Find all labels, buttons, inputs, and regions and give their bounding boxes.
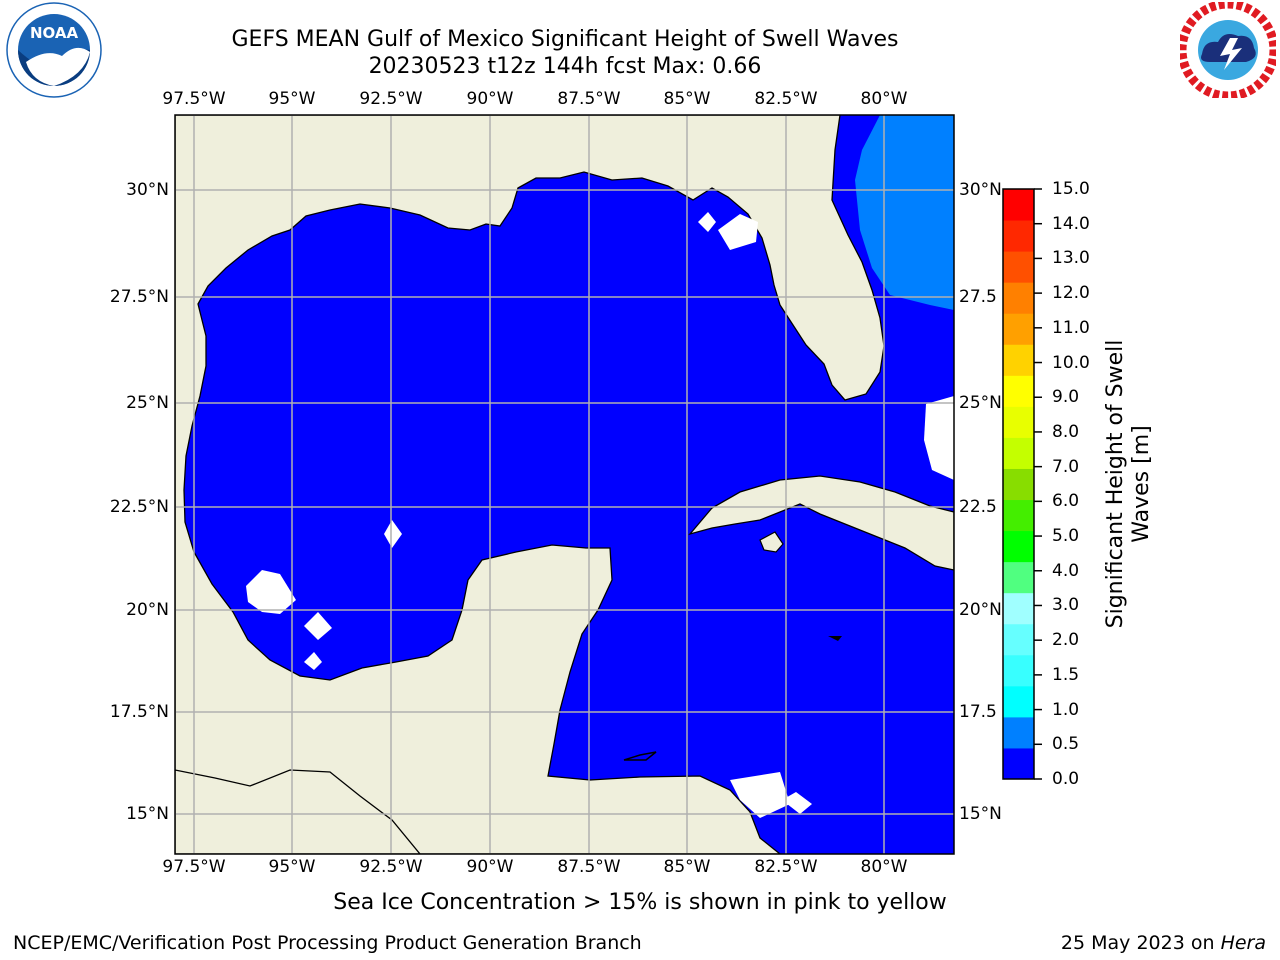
masked-area bbox=[698, 212, 716, 232]
lon-label-bottom: 82.5°W bbox=[754, 857, 818, 877]
lat-label-right: 17.5 bbox=[959, 702, 997, 722]
colorbar-swatch bbox=[1003, 716, 1034, 749]
colorbar-tick-label: 13.0 bbox=[1052, 248, 1090, 269]
cayman-islands bbox=[828, 636, 842, 641]
lon-label-bottom: 85°W bbox=[663, 857, 711, 877]
colorbar-label: Significant Height of Swell Waves [m] bbox=[1103, 339, 1154, 629]
lat-label-right: 30°N bbox=[959, 180, 1002, 200]
lat-label-right: 20°N bbox=[959, 600, 1002, 620]
masked-area bbox=[246, 570, 296, 614]
colorbar-swatch bbox=[1003, 189, 1034, 221]
svg-text:NOAA: NOAA bbox=[30, 24, 79, 42]
footer-date: 25 May 2023 on Hera bbox=[1060, 932, 1266, 954]
bay-islands bbox=[623, 751, 657, 761]
lon-label-top: 95°W bbox=[268, 89, 316, 109]
lon-label-bottom: 97.5°W bbox=[162, 857, 226, 877]
colorbar-tick-label: 9.0 bbox=[1052, 387, 1080, 408]
lon-label-top: 85°W bbox=[663, 89, 711, 109]
colorbar-tick-label: 6.0 bbox=[1052, 491, 1080, 512]
mainland-north-america bbox=[175, 115, 885, 854]
lat-label-left: 27.5°N bbox=[109, 287, 169, 307]
lat-label-left: 25°N bbox=[126, 393, 169, 413]
masked-area bbox=[304, 612, 332, 640]
lon-label-bottom: 80°W bbox=[860, 857, 908, 877]
colorbar-tick-label: 3.0 bbox=[1052, 595, 1080, 616]
colorbar-swatch bbox=[1003, 251, 1034, 283]
colorbar-swatch bbox=[1003, 530, 1034, 563]
lon-label-top: 92.5°W bbox=[359, 89, 423, 109]
colorbar-tick-label: 1.5 bbox=[1052, 664, 1080, 685]
colorbar-tick-label: 10.0 bbox=[1052, 352, 1090, 373]
colorbar-swatch bbox=[1003, 592, 1034, 625]
nws-logo-icon bbox=[1180, 2, 1276, 98]
lon-label-top: 90°W bbox=[466, 89, 514, 109]
lat-label-left: 15°N bbox=[126, 804, 169, 824]
colorbar-tick-label: 4.0 bbox=[1052, 560, 1080, 581]
lon-label-bottom: 92.5°W bbox=[359, 857, 423, 877]
noaa-logo-icon: NOAA bbox=[6, 2, 102, 98]
central-america-west bbox=[175, 769, 421, 854]
colorbar-tick-label: 0.0 bbox=[1052, 769, 1080, 789]
masked-area bbox=[730, 772, 790, 818]
masked-area bbox=[304, 652, 322, 670]
lon-label-bottom: 95°W bbox=[268, 857, 316, 877]
colorbar-swatch bbox=[1003, 406, 1034, 438]
colorbar-swatch bbox=[1003, 623, 1034, 656]
lat-label-right: 27.5 bbox=[959, 287, 997, 307]
footer-credit: NCEP/EMC/Verification Post Processing Pr… bbox=[13, 932, 642, 954]
lon-label-bottom: 87.5°W bbox=[557, 857, 621, 877]
colorbar-swatch bbox=[1003, 654, 1034, 687]
sea-ice-note: Sea Ice Concentration > 15% is shown in … bbox=[333, 890, 947, 915]
colorbar-swatch bbox=[1003, 220, 1034, 252]
colorbar bbox=[1002, 188, 1042, 780]
colorbar-swatch bbox=[1003, 313, 1034, 345]
isla-de-la-juventud bbox=[759, 531, 784, 553]
lat-label-right: 25°N bbox=[959, 393, 1002, 413]
colorbar-swatch bbox=[1003, 282, 1034, 314]
colorbar-tick-label: 5.0 bbox=[1052, 526, 1080, 547]
colorbar-tick-label: 0.5 bbox=[1052, 734, 1080, 755]
lon-label-bottom: 90°W bbox=[466, 857, 514, 877]
colorbar-tick-label: 11.0 bbox=[1052, 317, 1090, 338]
colorbar-tick-label: 14.0 bbox=[1052, 213, 1090, 234]
masked-area bbox=[924, 396, 954, 480]
lon-label-top: 80°W bbox=[860, 89, 908, 109]
colorbar-swatch bbox=[1003, 561, 1034, 594]
colorbar-tick-label: 15.0 bbox=[1052, 179, 1090, 199]
swell-region bbox=[855, 115, 954, 310]
lat-label-right: 15°N bbox=[959, 804, 1002, 824]
colorbar-tick-label: 8.0 bbox=[1052, 421, 1080, 442]
cuba bbox=[688, 475, 954, 571]
chart-subtitle: 20230523 t12z 144h fcst Max: 0.66 bbox=[368, 54, 762, 79]
graticule bbox=[175, 115, 954, 854]
lat-label-left: 22.5°N bbox=[109, 497, 169, 517]
colorbar-swatch bbox=[1003, 468, 1034, 501]
masked-area bbox=[718, 214, 758, 250]
lat-label-left: 30°N bbox=[126, 180, 169, 200]
masked-area bbox=[782, 792, 812, 814]
masked-area bbox=[384, 520, 402, 548]
colorbar-tick-label: 1.0 bbox=[1052, 699, 1080, 720]
colorbar-tick-label: 7.0 bbox=[1052, 456, 1080, 477]
lon-label-top: 82.5°W bbox=[754, 89, 818, 109]
chart-title: GEFS MEAN Gulf of Mexico Significant Hei… bbox=[231, 27, 899, 52]
colorbar-swatch bbox=[1003, 747, 1034, 780]
lon-label-top: 87.5°W bbox=[557, 89, 621, 109]
colorbar-swatch bbox=[1003, 499, 1034, 532]
lon-label-top: 97.5°W bbox=[162, 89, 226, 109]
map-frame bbox=[174, 114, 955, 855]
colorbar-tick-label: 2.0 bbox=[1052, 630, 1080, 651]
lat-label-right: 22.5 bbox=[959, 497, 997, 517]
lat-label-left: 20°N bbox=[126, 600, 169, 620]
colorbar-swatch bbox=[1003, 344, 1034, 376]
colorbar-swatch bbox=[1003, 437, 1034, 469]
colorbar-swatch bbox=[1003, 685, 1034, 718]
colorbar-tick-label: 12.0 bbox=[1052, 283, 1090, 304]
colorbar-swatch bbox=[1003, 375, 1034, 407]
lat-label-left: 17.5°N bbox=[109, 702, 169, 722]
